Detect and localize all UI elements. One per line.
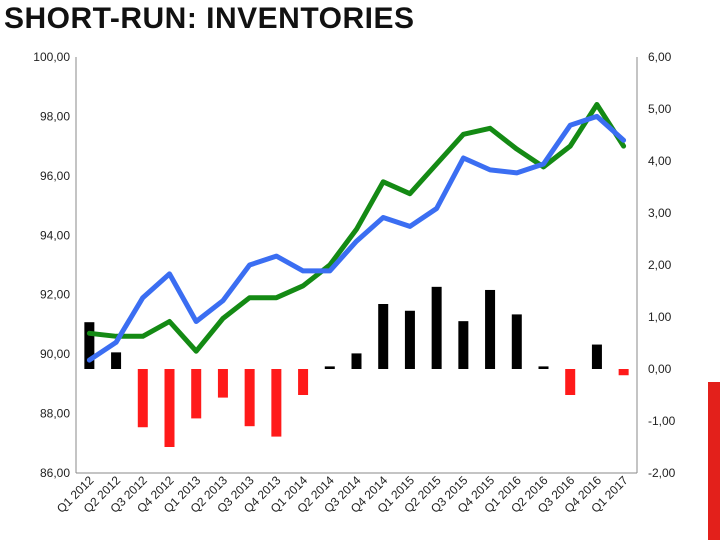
bar xyxy=(591,344,602,369)
bar xyxy=(84,322,95,369)
right-tick-label: 0,00 xyxy=(648,362,672,376)
right-tick-label: -1,00 xyxy=(648,414,676,428)
bar xyxy=(618,369,629,376)
right-tick-label: 4,00 xyxy=(648,154,672,168)
right-tick-label: 5,00 xyxy=(648,102,672,116)
right-tick-label: -2,00 xyxy=(648,466,676,480)
bar xyxy=(324,366,335,369)
left-tick-label: 90,00 xyxy=(40,347,70,361)
right-tick-label: 2,00 xyxy=(648,258,672,272)
bar xyxy=(538,366,549,369)
right-tick-label: 3,00 xyxy=(648,206,672,220)
bar xyxy=(164,369,175,447)
bar xyxy=(271,369,282,437)
bar xyxy=(298,369,309,395)
left-tick-label: 92,00 xyxy=(40,288,70,302)
bar xyxy=(111,352,122,369)
page-title: SHORT-RUN: INVENTORIES xyxy=(4,2,415,35)
right-tick-label: 6,00 xyxy=(648,50,672,64)
bar xyxy=(511,314,522,369)
right-tick-label: 1,00 xyxy=(648,310,672,324)
bar-series xyxy=(84,286,629,447)
bar xyxy=(485,289,496,369)
right-axis-ticks: -2,00 -1,00 0,00 1,00 2,00 3,00 4,00 5,00 6,00 xyxy=(648,50,676,480)
bar xyxy=(431,286,442,369)
line-series xyxy=(86,102,627,363)
left-tick-label: 98,00 xyxy=(40,109,70,123)
bar xyxy=(244,369,255,427)
left-axis-ticks: 86,00 88,00 90,00 92,00 94,00 96,00 98,00 100,0… xyxy=(33,50,70,480)
left-tick-label: 94,00 xyxy=(40,228,70,242)
bar xyxy=(351,353,362,369)
bar xyxy=(378,304,389,369)
left-tick-label: 96,00 xyxy=(40,169,70,183)
accent-strip xyxy=(708,382,720,540)
bar xyxy=(404,310,415,369)
left-tick-label: 100,00 xyxy=(33,50,70,64)
left-tick-label: 86,00 xyxy=(40,466,70,480)
bar xyxy=(217,369,228,398)
bar xyxy=(191,369,202,419)
left-tick-label: 88,00 xyxy=(40,407,70,421)
green-series-line xyxy=(86,102,627,354)
bar xyxy=(565,369,576,395)
bar xyxy=(458,321,469,369)
bar xyxy=(137,369,148,428)
blue-series-line xyxy=(86,113,627,363)
